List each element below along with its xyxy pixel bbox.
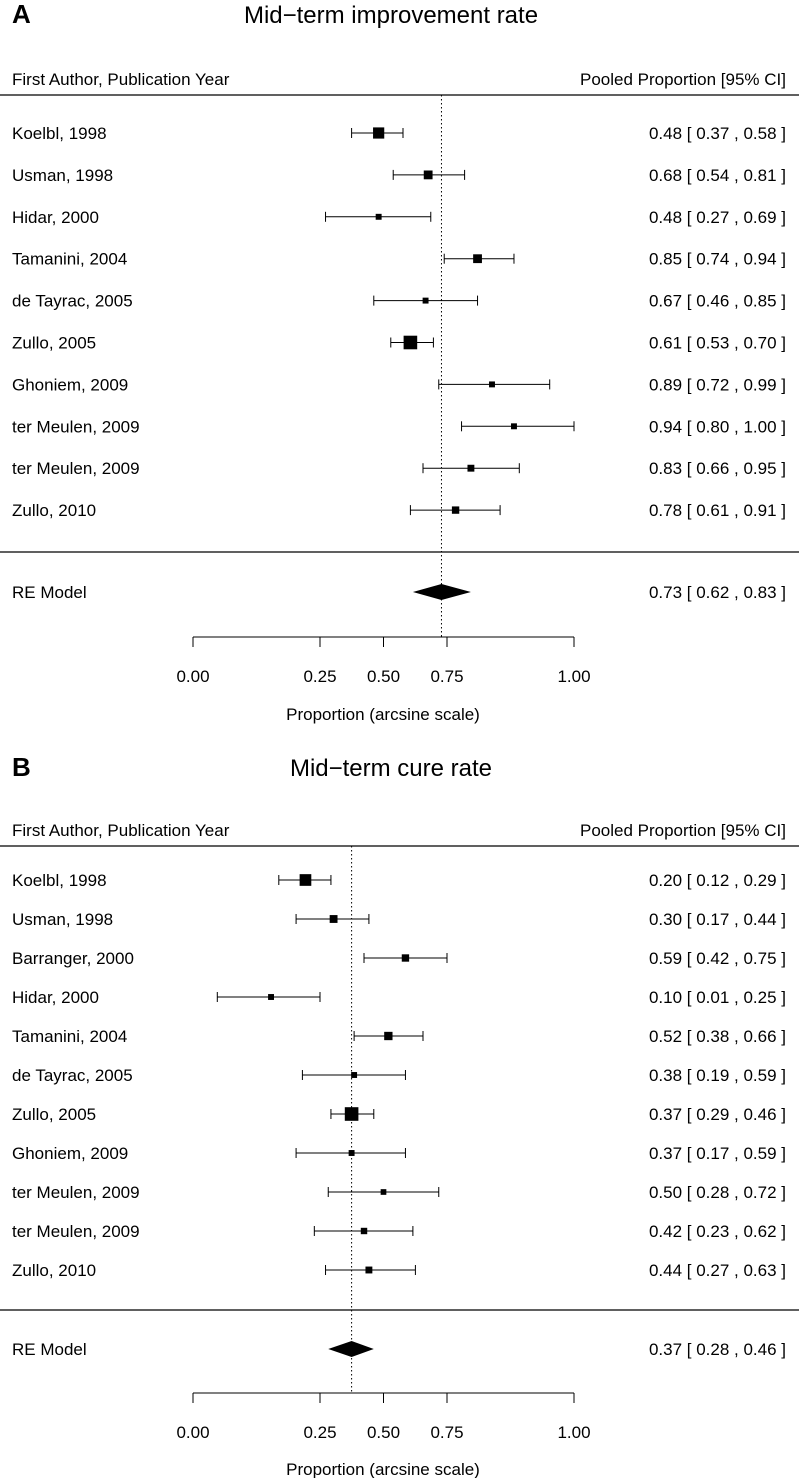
panel-b-point-estimate: [401, 954, 410, 962]
panel-a-point-estimate: [473, 254, 482, 264]
panel-a-study-label: Tamanini, 2004: [12, 250, 127, 269]
panel-a-title: Mid−term improvement rate: [244, 2, 538, 29]
panel-a-point-estimate: [467, 464, 475, 472]
panel-a-point-estimate: [422, 297, 429, 304]
panel-b-study-ci-text: 0.50 [ 0.28 , 0.72 ]: [649, 1183, 786, 1202]
panel-b-point-estimate: [329, 915, 338, 923]
panel-a-point-estimate: [375, 213, 382, 220]
panel-b-study-ci-text: 0.42 [ 0.23 , 0.62 ]: [649, 1222, 786, 1241]
panel-b-point-estimate: [344, 1107, 359, 1121]
panel-a-summary-ci-text: 0.73 [ 0.62 , 0.83 ]: [649, 583, 786, 602]
panel-b-x-axis-label: Proportion (arcsine scale): [286, 1460, 480, 1478]
panel-b-study-ci-text: 0.59 [ 0.42 , 0.75 ]: [649, 949, 786, 968]
panel-b-study-ci-text: 0.37 [ 0.17 , 0.59 ]: [649, 1144, 786, 1163]
panel-a-label: A: [12, 0, 31, 29]
panel-a-point-estimate: [451, 506, 460, 514]
panel-a-study-ci-text: 0.48 [ 0.37 , 0.58 ]: [649, 124, 786, 143]
panel-b-study-label: de Tayrac, 2005: [12, 1066, 133, 1085]
panel-b-study-label: Barranger, 2000: [12, 949, 134, 968]
panel-b-point-estimate: [268, 994, 275, 1000]
panel-a-study-ci-text: 0.61 [ 0.53 , 0.70 ]: [649, 334, 786, 353]
panel-a-x-axis-label: Proportion (arcsine scale): [286, 705, 480, 724]
panel-a-header-left: First Author, Publication Year: [12, 70, 230, 89]
panel-a-study-label: Usman, 1998: [12, 166, 113, 185]
panel-b-study-label: Ghoniem, 2009: [12, 1144, 128, 1163]
panel-b-x-tick-label: 1.00: [557, 1423, 590, 1442]
panel-b-point-estimate: [384, 1031, 393, 1041]
panel-b-title: Mid−term cure rate: [290, 755, 492, 782]
panel-a-point-estimate: [489, 381, 495, 388]
panel-a-study-label: de Tayrac, 2005: [12, 292, 133, 311]
panel-b-header-left: First Author, Publication Year: [12, 821, 230, 840]
panel-b-point-estimate: [351, 1072, 358, 1078]
panel-a-study-label: Koelbl, 1998: [12, 124, 107, 143]
panel-b-point-estimate: [299, 874, 312, 886]
panel-a-summary-diamond: [412, 584, 471, 600]
panel-a-study-label: ter Meulen, 2009: [12, 459, 140, 478]
panel-b-point-estimate: [380, 1189, 387, 1195]
panel-b-x-tick-label: 0.25: [303, 1423, 336, 1442]
panel-a-study-label: ter Meulen, 2009: [12, 417, 140, 436]
panel-a-x-tick-label: 0.00: [176, 667, 209, 686]
panel-a-summary-label: RE Model: [12, 583, 87, 602]
panel-b-study-label: ter Meulen, 2009: [12, 1183, 140, 1202]
panel-a-study-ci-text: 0.48 [ 0.27 , 0.69 ]: [649, 208, 786, 227]
panel-b-point-estimate: [348, 1150, 355, 1156]
panel-b-x-tick-label: 0.75: [430, 1423, 463, 1442]
panel-b-x-tick-label: 0.00: [176, 1423, 209, 1442]
panel-a-study-ci-text: 0.68 [ 0.54 , 0.81 ]: [649, 166, 786, 185]
panel-b-study-label: ter Meulen, 2009: [12, 1222, 140, 1241]
panel-a-point-estimate: [373, 127, 385, 139]
panel-b-study-ci-text: 0.30 [ 0.17 , 0.44 ]: [649, 910, 786, 929]
panel-a-study-ci-text: 0.85 [ 0.74 , 0.94 ]: [649, 250, 786, 269]
panel-a-study-label: Zullo, 2010: [12, 501, 96, 520]
panel-a-point-estimate: [511, 423, 517, 430]
panel-b-x-tick-label: 0.50: [367, 1423, 400, 1442]
panel-b-study-label: Usman, 1998: [12, 910, 113, 929]
panel-b-label: B: [12, 752, 31, 782]
panel-a-x-tick-label: 0.25: [303, 667, 336, 686]
panel-b-study-label: Tamanini, 2004: [12, 1027, 127, 1046]
panel-a-study-ci-text: 0.83 [ 0.66 , 0.95 ]: [649, 459, 786, 478]
panel-b-study-label: Koelbl, 1998: [12, 871, 107, 890]
panel-b-point-estimate: [365, 1266, 373, 1274]
panel-a-study-ci-text: 0.78 [ 0.61 , 0.91 ]: [649, 501, 786, 520]
panel-b-header-right: Pooled Proportion [95% CI]: [580, 821, 786, 840]
panel-a-point-estimate: [423, 170, 433, 180]
panel-b-point-estimate: [360, 1227, 368, 1235]
panel-a-x-tick-label: 1.00: [557, 667, 590, 686]
panel-b-summary-diamond: [328, 1341, 374, 1357]
panel-b-summary-ci-text: 0.37 [ 0.28 , 0.46 ]: [649, 1340, 786, 1359]
panel-b-study-label: Zullo, 2005: [12, 1105, 96, 1124]
panel-a-study-label: Hidar, 2000: [12, 208, 99, 227]
panel-a-study-ci-text: 0.89 [ 0.72 , 0.99 ]: [649, 375, 786, 394]
panel-b-study-label: Zullo, 2010: [12, 1261, 96, 1280]
panel-b-study-ci-text: 0.52 [ 0.38 , 0.66 ]: [649, 1027, 786, 1046]
panel-a-x-tick-label: 0.75: [430, 667, 463, 686]
panel-a-point-estimate: [403, 335, 418, 350]
panel-a-x-tick-label: 0.50: [367, 667, 400, 686]
panel-a-header-right: Pooled Proportion [95% CI]: [580, 70, 786, 89]
panel-b-study-ci-text: 0.44 [ 0.27 , 0.63 ]: [649, 1261, 786, 1280]
panel-a-study-ci-text: 0.94 [ 0.80 , 1.00 ]: [649, 417, 786, 436]
panel-a-study-ci-text: 0.67 [ 0.46 , 0.85 ]: [649, 292, 786, 311]
panel-b-study-ci-text: 0.37 [ 0.29 , 0.46 ]: [649, 1105, 786, 1124]
panel-b-study-label: Hidar, 2000: [12, 988, 99, 1007]
panel-b-study-ci-text: 0.38 [ 0.19 , 0.59 ]: [649, 1066, 786, 1085]
panel-b-study-ci-text: 0.20 [ 0.12 , 0.29 ]: [649, 871, 786, 890]
panel-b-study-ci-text: 0.10 [ 0.01 , 0.25 ]: [649, 988, 786, 1007]
panel-b-summary-label: RE Model: [12, 1340, 87, 1359]
panel-a-study-label: Ghoniem, 2009: [12, 375, 128, 394]
panel-a-study-label: Zullo, 2005: [12, 334, 96, 353]
